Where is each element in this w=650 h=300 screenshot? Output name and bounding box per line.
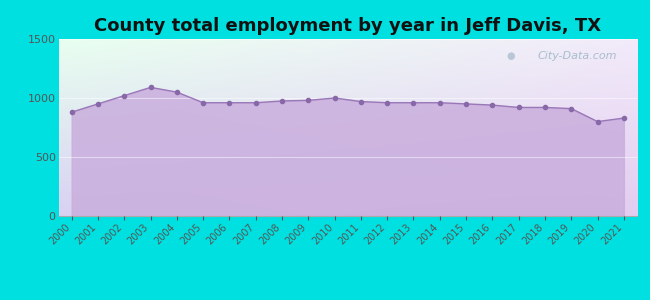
Title: County total employment by year in Jeff Davis, TX: County total employment by year in Jeff … [94, 17, 601, 35]
Text: ●: ● [507, 51, 515, 62]
Text: City-Data.com: City-Data.com [538, 51, 617, 62]
